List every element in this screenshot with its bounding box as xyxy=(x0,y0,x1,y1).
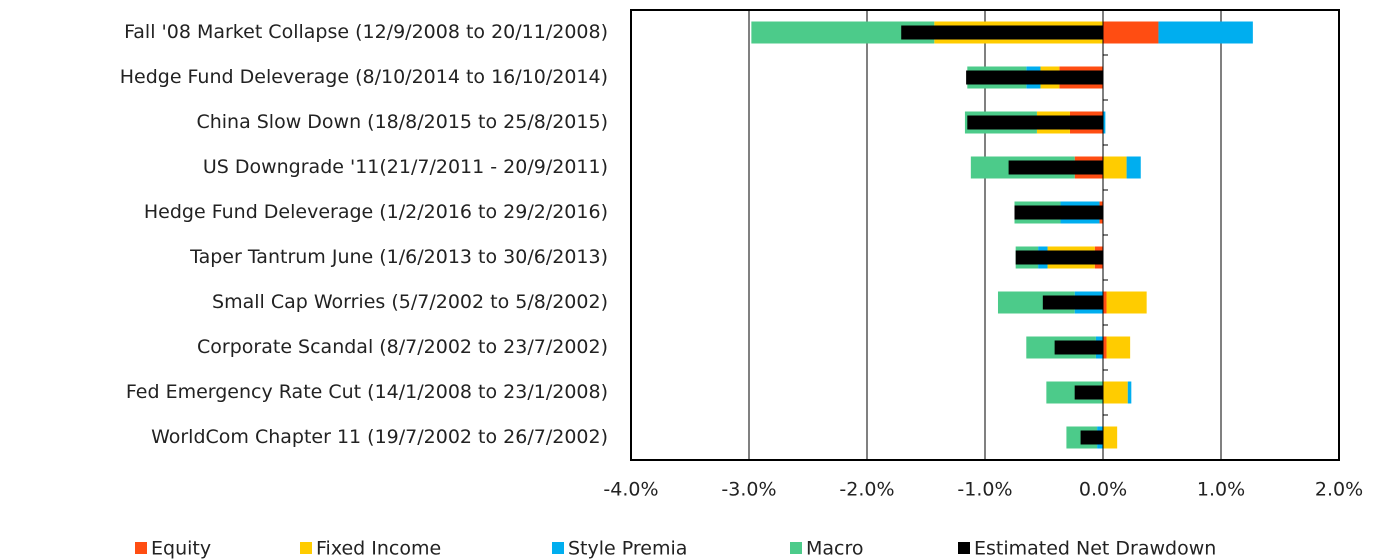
net-bar xyxy=(1014,205,1103,220)
x-tick-label: -2.0% xyxy=(839,479,894,501)
net-bar xyxy=(966,70,1103,85)
legend-swatch xyxy=(552,542,564,554)
legend-label: Equity xyxy=(151,538,211,560)
x-tick-label: 0.0% xyxy=(1079,479,1127,501)
net-bar xyxy=(1054,340,1103,355)
net-bar xyxy=(1015,250,1103,265)
y-tick-label: Small Cap Worries (5/7/2002 to 5/8/2002) xyxy=(212,291,608,313)
net-bar xyxy=(1074,385,1103,400)
y-tick-label: Fed Emergency Rate Cut (14/1/2008 to 23/… xyxy=(126,381,608,403)
net-bar xyxy=(1080,430,1103,445)
x-tick-label: 2.0% xyxy=(1315,479,1363,501)
x-tick-label: 1.0% xyxy=(1197,479,1245,501)
bar-segment xyxy=(1103,336,1107,359)
bar-segment xyxy=(751,21,935,44)
bar-segment xyxy=(1106,291,1147,314)
y-tick-label: Corporate Scandal (8/7/2002 to 23/7/2002… xyxy=(197,336,608,358)
legend-label: Estimated Net Drawdown xyxy=(974,538,1216,560)
net-bar xyxy=(901,25,1103,40)
legend-label: Macro xyxy=(806,538,864,560)
legend-swatch xyxy=(300,542,312,554)
legend-swatch xyxy=(958,542,970,554)
net-bar xyxy=(967,115,1103,130)
bar-segment xyxy=(1126,156,1141,179)
bar-segment xyxy=(1103,381,1128,404)
y-tick-label: China Slow Down (18/8/2015 to 25/8/2015) xyxy=(196,111,608,133)
y-tick-label: Hedge Fund Deleverage (1/2/2016 to 29/2/… xyxy=(144,201,608,223)
x-tick-label: -4.0% xyxy=(603,479,658,501)
legend-label: Fixed Income xyxy=(316,538,441,560)
y-tick-label: US Downgrade '11(21/7/2011 - 20/9/2011) xyxy=(203,156,608,178)
y-tick-label: Hedge Fund Deleverage (8/10/2014 to 16/1… xyxy=(120,66,608,88)
legend-label: Style Premia xyxy=(568,538,687,560)
net-bar xyxy=(1042,295,1103,310)
bar-segment xyxy=(1103,21,1159,44)
y-tick-label: Taper Tantrum June (1/6/2013 to 30/6/201… xyxy=(189,246,608,268)
legend-swatch xyxy=(790,542,802,554)
bar-segment xyxy=(1103,426,1118,449)
bar-segment xyxy=(1106,336,1131,359)
bar-segment xyxy=(1127,381,1132,404)
x-tick-label: -3.0% xyxy=(721,479,776,501)
bar-segment xyxy=(1103,291,1107,314)
bar-segment xyxy=(1103,111,1106,134)
y-tick-label: WorldCom Chapter 11 (19/7/2002 to 26/7/2… xyxy=(151,426,608,448)
x-tick-label: -1.0% xyxy=(957,479,1012,501)
bar-segment xyxy=(1103,156,1127,179)
net-bar xyxy=(1008,160,1103,175)
plot-border xyxy=(630,9,1340,461)
bar-segment xyxy=(1158,21,1253,44)
legend-swatch xyxy=(135,542,147,554)
y-tick-label: Fall '08 Market Collapse (12/9/2008 to 2… xyxy=(124,21,608,43)
